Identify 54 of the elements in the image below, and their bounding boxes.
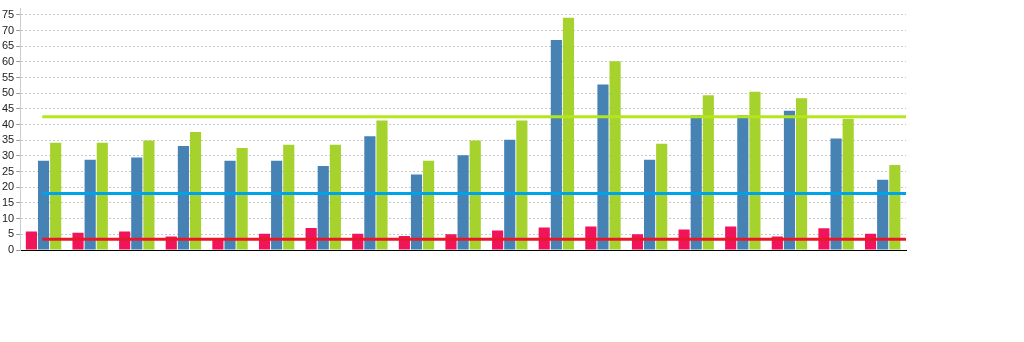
y-tick-label: 70 [1,23,15,36]
bar [410,174,423,250]
bar [96,142,108,250]
bar [783,110,796,250]
bar [236,148,248,250]
bar [830,138,842,250]
bar [131,157,143,250]
bar [842,118,854,250]
y-tick-label: 75 [1,7,15,20]
y-tick-label: 35 [1,133,15,146]
bar [690,115,702,250]
bar [550,39,562,250]
bar [702,95,714,250]
bar [50,142,62,250]
bar [796,98,808,250]
bar [423,160,435,250]
bar [656,143,668,250]
bar [143,140,155,250]
bar [37,160,50,250]
bar [504,139,516,250]
y-tick-label: 40 [1,117,15,130]
bar [457,155,469,250]
y-tick-label: 30 [1,148,15,161]
bar [644,159,656,250]
bar [271,160,283,250]
bar [329,144,341,250]
bar [376,120,388,250]
bar [283,144,295,250]
y-tick-label: 45 [1,101,15,114]
bar [84,159,96,250]
y-tick-label: 60 [1,54,15,67]
bar [597,84,609,250]
bar [737,115,749,250]
y-tick-label: 20 [1,180,15,193]
y-tick-label: 5 [8,227,15,240]
bar [317,165,329,250]
y-tick-label: 15 [1,196,15,209]
bar [25,231,37,250]
y-tick-label: 65 [1,39,15,52]
bar [177,145,189,250]
bar [609,61,621,250]
y-tick-label: 50 [1,86,15,99]
y-tick-label: 0 [8,243,15,256]
bar [189,132,202,250]
y-tick-label: 55 [1,70,15,83]
bar [469,140,481,250]
bar [364,136,376,250]
bar [749,91,761,250]
bar [224,160,236,250]
bar [516,120,528,250]
y-tick-label: 25 [1,164,15,177]
y-tick-label: 10 [1,211,15,224]
bar [889,165,901,250]
bar [562,17,575,250]
